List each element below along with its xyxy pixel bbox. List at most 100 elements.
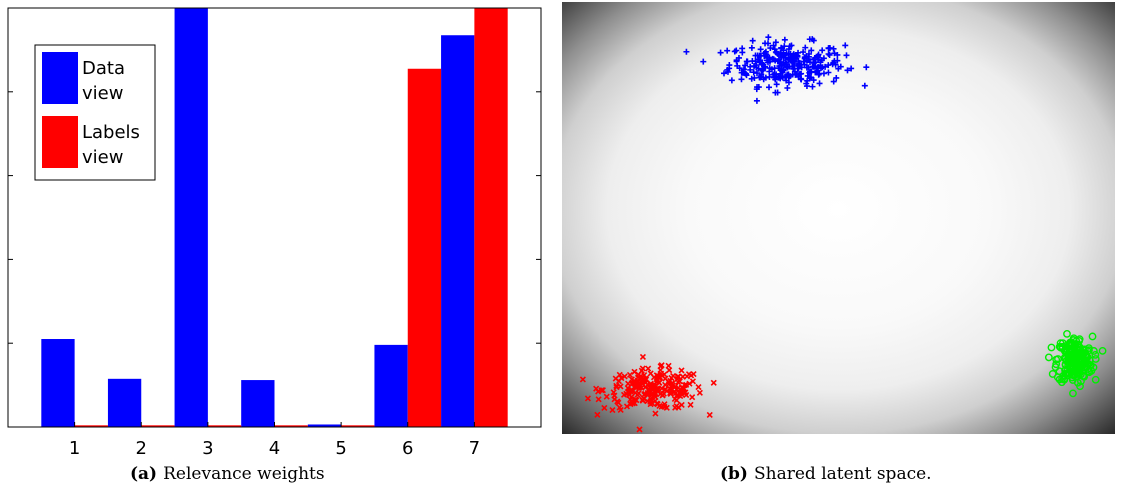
bar-labels-view-6: [407, 68, 442, 427]
class-1-point: [800, 49, 807, 56]
x-tick-label-7: 7: [469, 438, 480, 459]
class-2-point: [710, 379, 717, 386]
class-3-point: [1061, 369, 1070, 378]
class-1-point: [863, 64, 870, 71]
class-1-point: [775, 50, 782, 57]
class-1-point: [754, 70, 761, 77]
class-1-point: [813, 68, 820, 75]
class-1-point: [733, 57, 740, 64]
class-1-point: [801, 55, 808, 62]
class-1-point: [766, 84, 773, 91]
class-1-point: [762, 48, 769, 55]
class-1-point: [802, 44, 809, 51]
bar-labels-view-4: [274, 425, 308, 427]
latent-space-background: [562, 2, 1115, 434]
class-2-point: [650, 392, 658, 399]
class-1-point: [717, 49, 724, 56]
class-1-point: [785, 55, 792, 62]
class-2-point: [594, 411, 601, 418]
class-1-point: [814, 53, 821, 60]
class-3-point: [1053, 373, 1062, 382]
class-3-point: [1063, 329, 1071, 338]
class-1-point: [772, 39, 779, 46]
legend-label-labels: Labels: [82, 122, 140, 143]
class-2-point: [695, 383, 702, 391]
class-2-point: [641, 379, 649, 386]
class-3-point: [1079, 349, 1088, 358]
class-1-point: [765, 34, 772, 41]
class-1-point: [819, 47, 826, 54]
class-2-point: [658, 362, 665, 369]
bar-data-view-2: [107, 378, 142, 427]
class-1-point: [744, 58, 751, 65]
class-1-point: [742, 70, 749, 77]
class-3-point: [1073, 378, 1082, 387]
class-1-point: [808, 47, 815, 54]
class-1-point: [749, 37, 756, 44]
class-2-point: [672, 404, 679, 411]
class-2-point: [661, 371, 668, 378]
class-2-point: [635, 390, 642, 397]
class-1-point: [761, 52, 768, 59]
class-1-point: [806, 69, 813, 76]
class-1-point: [787, 50, 794, 57]
class-1-point: [769, 55, 776, 62]
class-3-point: [1069, 389, 1077, 398]
class-1-point: [740, 66, 747, 73]
class-2-point: [615, 399, 622, 406]
legend-label-view: view: [82, 83, 123, 104]
class-2-point: [696, 389, 703, 396]
class-2-point: [629, 380, 636, 387]
class-2-point: [673, 397, 680, 404]
class-1-point: [755, 56, 762, 63]
class-2-point: [609, 407, 616, 414]
class-1-point: [767, 45, 774, 52]
class-1-point: [742, 62, 749, 69]
class-1-point: [809, 83, 816, 90]
class-3-point: [1061, 361, 1070, 369]
bar-data-view-6: [374, 344, 408, 427]
class-1-point: [807, 59, 814, 66]
class-3-point: [1086, 361, 1095, 370]
class-2-point: [645, 365, 652, 372]
class-2-point: [579, 376, 586, 383]
class-1-point: [779, 73, 786, 80]
class-1-point: [861, 82, 868, 89]
class-1-point: [785, 46, 792, 53]
class-1-point: [781, 43, 788, 50]
class-1-point: [778, 45, 785, 52]
class-2-point: [706, 411, 713, 419]
class-3-point: [1091, 375, 1100, 384]
x-tick-label-5: 5: [335, 438, 346, 459]
x-tick-label-4: 4: [269, 438, 280, 459]
class-1-point: [800, 58, 807, 65]
class-2-point: [617, 406, 624, 413]
class-1-point: [830, 59, 837, 66]
class-2-point: [644, 391, 651, 398]
class-2-point: [674, 373, 681, 380]
class-2-point: [598, 387, 605, 394]
caption-b: (b) Shared latent space.: [720, 464, 932, 484]
legend-label-view: view: [82, 147, 123, 168]
class-1-point: [810, 56, 817, 63]
class-2-point: [662, 381, 669, 388]
class-2-point: [603, 393, 610, 400]
class-2-point: [631, 400, 638, 407]
class-2-point: [660, 390, 667, 397]
class-2-point: [617, 383, 624, 390]
class-1-point: [830, 78, 837, 85]
class-3-point: [1074, 369, 1082, 378]
class-1-point: [798, 70, 805, 77]
caption-a: (a) Relevance weights: [130, 464, 325, 484]
class-1-point: [751, 74, 758, 81]
class-2-point: [634, 377, 641, 384]
class-1-point: [805, 53, 812, 60]
class-1-point: [773, 81, 780, 88]
class-3-point: [1044, 353, 1053, 362]
legend-label-data: Data: [82, 58, 125, 79]
class-1-point: [825, 51, 832, 58]
class-2-point: [662, 375, 669, 382]
class-1-point: [753, 62, 760, 69]
class-1-point: [816, 80, 823, 87]
class-1-point: [796, 60, 803, 67]
